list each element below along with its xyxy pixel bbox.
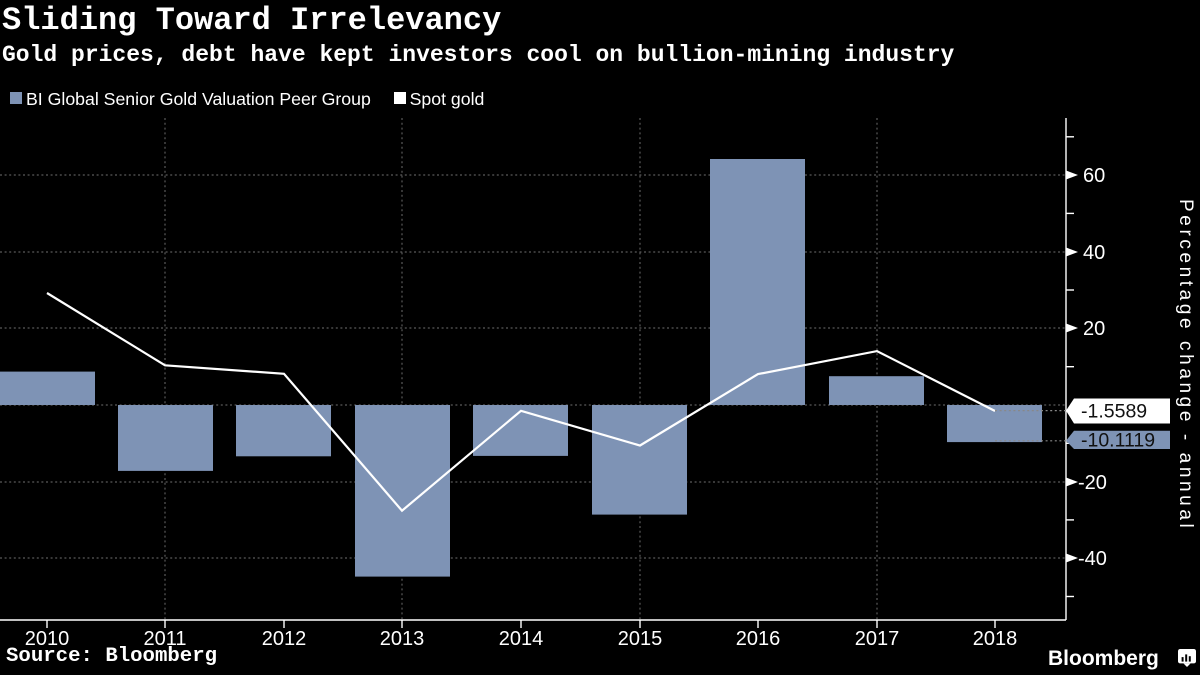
svg-text:2017: 2017 bbox=[855, 628, 900, 650]
svg-text:2016: 2016 bbox=[736, 628, 781, 650]
svg-text:2013: 2013 bbox=[380, 628, 425, 650]
svg-text:-40: -40 bbox=[1078, 548, 1107, 570]
svg-text:2015: 2015 bbox=[618, 628, 663, 650]
svg-text:60: 60 bbox=[1083, 165, 1105, 187]
svg-text:20: 20 bbox=[1083, 318, 1105, 340]
svg-text:2012: 2012 bbox=[262, 628, 307, 650]
svg-text:2014: 2014 bbox=[499, 628, 544, 650]
svg-text:2018: 2018 bbox=[973, 628, 1018, 650]
svg-text:-10.1119: -10.1119 bbox=[1081, 430, 1155, 452]
svg-text:-1.5589: -1.5589 bbox=[1081, 401, 1147, 423]
svg-text:-20: -20 bbox=[1078, 472, 1107, 494]
svg-text:40: 40 bbox=[1083, 242, 1105, 264]
